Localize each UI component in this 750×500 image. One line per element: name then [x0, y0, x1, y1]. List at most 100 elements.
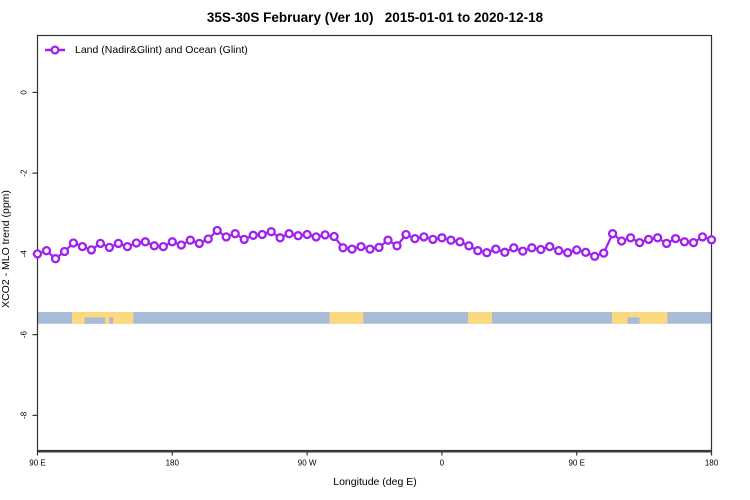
data-point — [509, 243, 519, 253]
data-point — [374, 242, 384, 253]
x-tick-label: 90 E — [29, 459, 45, 468]
data-point — [203, 234, 213, 244]
legend-line-circle-icon — [45, 45, 65, 55]
data-point — [140, 237, 150, 247]
data-point — [50, 254, 61, 264]
data-point — [347, 244, 357, 254]
map-band-land-south-africa — [468, 312, 493, 324]
data-point — [59, 246, 70, 257]
map-band-ocean — [37, 312, 712, 324]
y-axis-title: XCO2 - MLO trend (ppm) — [0, 190, 12, 308]
data-point — [329, 231, 339, 242]
data-point — [383, 235, 393, 245]
data-point — [68, 238, 79, 248]
data-point — [131, 238, 142, 248]
data-point — [670, 233, 681, 244]
data-point — [572, 245, 582, 255]
data-point — [491, 244, 501, 254]
data-point — [607, 229, 618, 239]
data-point — [590, 251, 600, 261]
data-point — [473, 246, 483, 256]
data-point — [518, 246, 528, 256]
map-band-notch-australia-2 — [627, 317, 640, 324]
data-point — [581, 247, 591, 257]
data-point — [652, 233, 663, 243]
data-point — [536, 244, 546, 255]
data-point — [527, 243, 537, 253]
data-point — [661, 238, 672, 249]
map-band-notch-australia — [109, 317, 114, 324]
data-point — [266, 227, 276, 237]
data-point — [302, 229, 312, 240]
data-point — [643, 234, 654, 245]
data-point — [122, 241, 133, 252]
data-point — [194, 238, 204, 249]
map-band-notch-australia — [84, 317, 105, 324]
data-point — [185, 235, 195, 245]
data-point — [275, 233, 285, 243]
data-point — [455, 237, 465, 247]
data-point — [230, 229, 240, 239]
data-point — [679, 237, 690, 247]
data-point — [239, 234, 249, 245]
data-point — [221, 232, 231, 242]
data-point — [284, 229, 294, 239]
x-axis-title: Longitude (deg E) — [333, 476, 417, 488]
x-tick-label: 180 — [705, 459, 719, 468]
y-tick-label: -8 — [20, 411, 29, 419]
data-point — [464, 241, 474, 251]
data-point — [392, 241, 402, 251]
data-point — [86, 245, 97, 255]
data-point — [158, 241, 168, 252]
data-point — [104, 242, 115, 253]
data-point — [293, 231, 303, 241]
data-point — [437, 233, 447, 243]
data-point — [419, 232, 429, 242]
data-point — [248, 230, 258, 240]
legend: Land (Nadir&Glint) and Ocean (Glint) — [44, 44, 248, 56]
data-point — [688, 237, 699, 248]
data-point — [401, 229, 411, 240]
data-point — [149, 241, 159, 251]
data-point — [563, 248, 573, 258]
data-point — [428, 234, 438, 245]
y-tick-label: 0 — [20, 90, 29, 95]
data-point — [32, 249, 43, 259]
data-point — [599, 248, 609, 258]
y-tick-label: -6 — [20, 331, 29, 339]
data-point — [500, 247, 510, 257]
data-point — [95, 238, 106, 249]
data-point — [212, 225, 222, 236]
data-point — [176, 240, 186, 250]
data-point — [697, 232, 708, 242]
data-point — [41, 246, 52, 256]
data-point — [634, 237, 645, 248]
data-point — [365, 244, 375, 254]
data-point — [482, 248, 492, 258]
y-tick-label: -4 — [20, 250, 29, 258]
data-point — [446, 235, 456, 245]
x-tick-label: 90 E — [568, 459, 584, 468]
map-band-land-south-america — [329, 312, 364, 324]
x-tick-label: 90 W — [298, 459, 317, 468]
data-point — [311, 232, 321, 242]
data-point — [545, 241, 555, 252]
x-tick-label: 180 — [166, 459, 180, 468]
chart-title: 35S-30S February (Ver 10) 2015-01-01 to … — [206, 10, 544, 25]
x-tick-label: 0 — [440, 459, 445, 468]
data-point — [320, 230, 330, 240]
data-point — [625, 233, 636, 243]
data-point — [706, 235, 717, 245]
legend-label: Land (Nadir&Glint) and Ocean (Glint) — [75, 44, 248, 56]
data-point — [616, 236, 627, 246]
data-point — [167, 237, 177, 247]
data-point — [77, 241, 88, 252]
data-point — [257, 229, 267, 240]
data-point — [113, 238, 124, 249]
y-tick-label: -2 — [20, 169, 29, 177]
data-point — [554, 246, 564, 256]
data-point — [410, 233, 420, 244]
data-point — [356, 241, 366, 252]
